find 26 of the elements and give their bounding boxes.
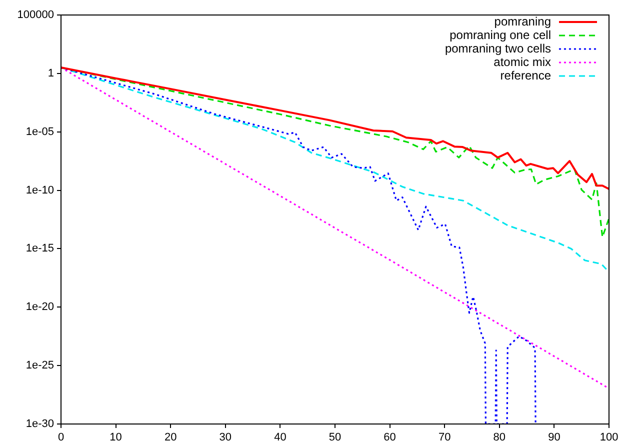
x-tick-label: 40 [274,432,286,442]
legend-label: pomraning two cells [444,41,551,56]
line-series [61,66,609,390]
x-tick-label: 80 [493,432,506,442]
legend-label: atomic mix [494,54,551,69]
x-tick-label: 30 [219,432,232,442]
x-tick-label: 0 [58,432,64,442]
y-tick-label: 100000 [17,9,54,22]
y-tick-label: 1 [48,67,54,80]
legend-label: pomraning one cell [450,28,551,42]
line-series [61,66,609,273]
x-tick-label: 10 [110,432,122,442]
y-tick-label: 1e-10 [26,184,54,196]
x-tick-label: 90 [548,432,560,442]
x-tick-label: 50 [328,432,342,442]
x-tick-label: 20 [164,432,177,442]
y-tick-label: 1e-20 [26,301,54,314]
x-tick-label: 70 [438,432,451,442]
y-tick-label: 1e-05 [26,126,54,138]
legend-label: pomraning [494,14,551,28]
x-tick-label: 60 [384,432,396,442]
y-tick-label: 1e-25 [26,360,54,372]
legend-label: reference [500,68,552,82]
y-tick-label: 1e-30 [26,418,54,430]
x-tick-label: 100 [600,432,618,442]
y-tick-label: 1e-15 [26,242,54,255]
